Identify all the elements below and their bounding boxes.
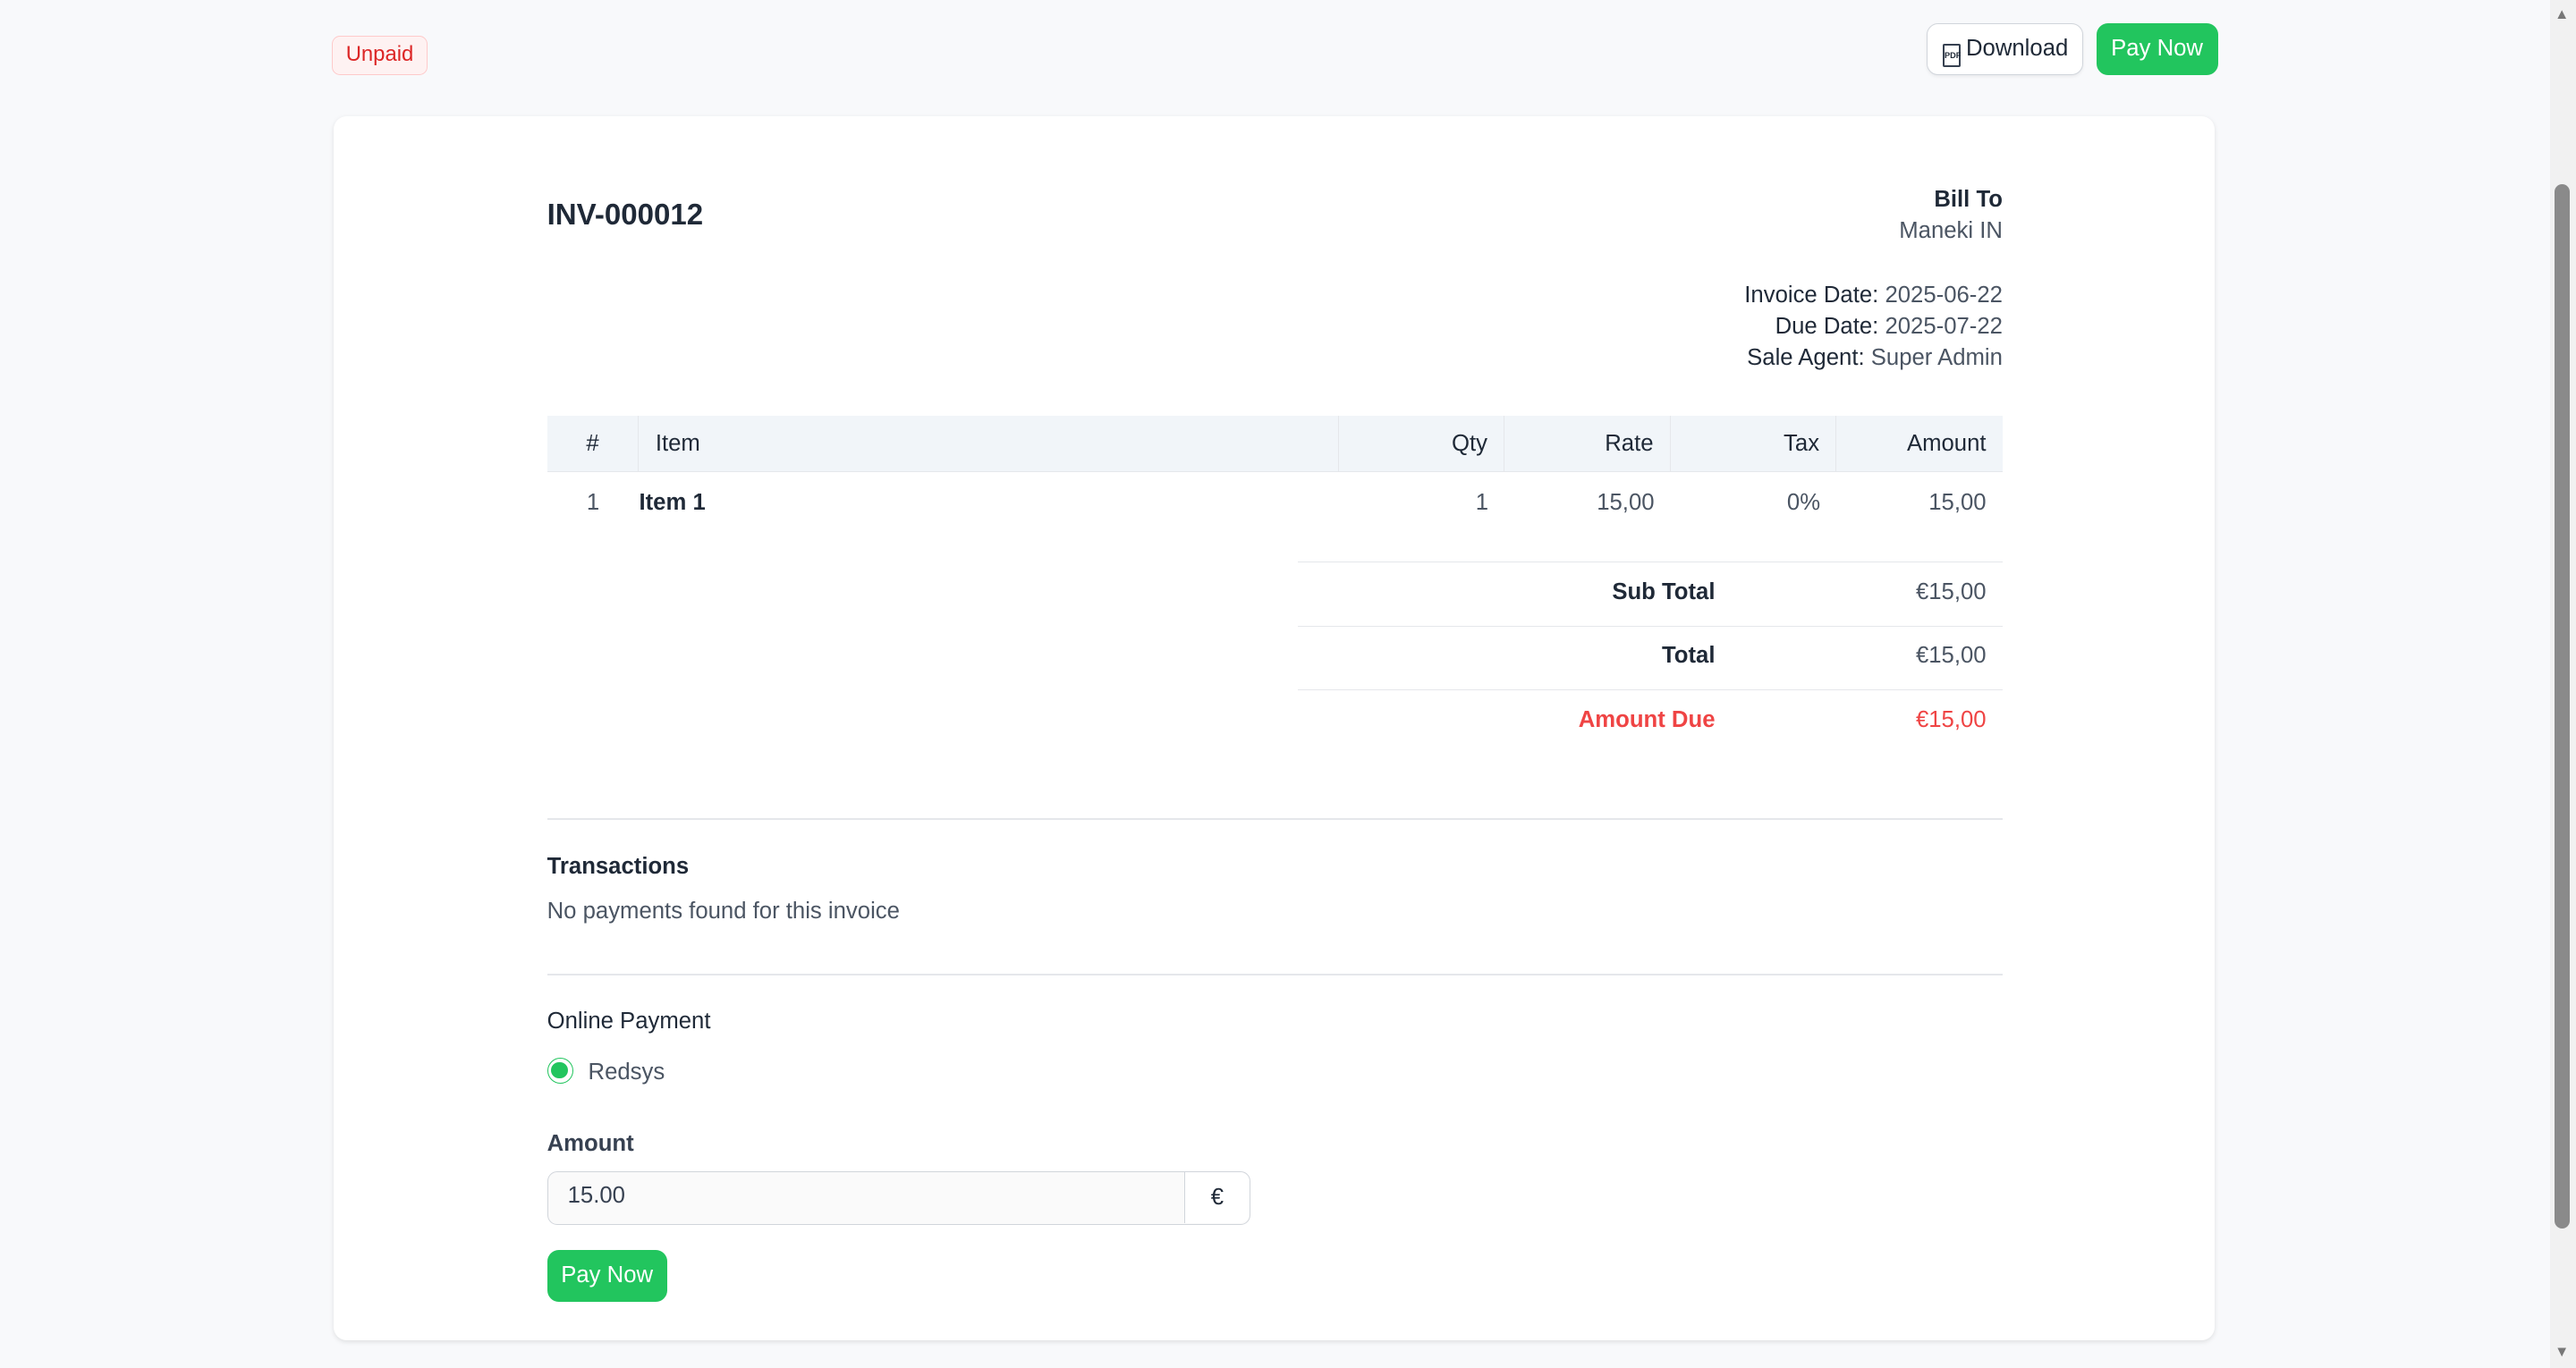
total-label: Total — [1662, 643, 1716, 669]
total-row: Total €15,00 — [1297, 625, 2003, 691]
sub-total-row: Sub Total €15,00 — [1297, 562, 2003, 627]
sub-total-value: €15,00 — [1915, 578, 1987, 604]
pay-now-button[interactable]: Pay Now — [547, 1249, 667, 1303]
col-item: Item — [639, 415, 1339, 472]
cell-item: Item 1 — [639, 489, 706, 515]
amount-due-row: Amount Due €15,00 — [1297, 689, 2003, 755]
amount-value: 15.00 — [567, 1183, 625, 1209]
amount-input[interactable]: 15.00 € — [547, 1170, 1250, 1226]
sale-agent: Sale Agent: Super Admin — [1747, 345, 2003, 371]
due-date-value: 2025-07-22 — [1885, 313, 2003, 339]
col-number: # — [547, 415, 640, 472]
due-date: Due Date: 2025-07-22 — [1775, 314, 2003, 340]
divider — [547, 817, 2003, 820]
cell-amount: 15,00 — [1928, 489, 1987, 515]
bill-to-name: Maneki IN — [1899, 218, 2003, 244]
total-value: €15,00 — [1915, 643, 1987, 669]
online-payment-title: Online Payment — [547, 1008, 711, 1034]
redsys-label[interactable]: Redsys — [588, 1059, 665, 1085]
sale-agent-value: Super Admin — [1870, 344, 2003, 370]
col-amount: Amount — [1906, 430, 1987, 456]
cell-rate: 15,00 — [1597, 489, 1655, 515]
currency-addon: € — [1184, 1171, 1250, 1223]
scrollbar-thumb[interactable] — [2555, 183, 2570, 1229]
sub-total-label: Sub Total — [1612, 578, 1716, 604]
bill-to-label: Bill To — [1934, 187, 2003, 213]
amount-label: Amount — [547, 1131, 634, 1157]
divider — [547, 974, 2003, 975]
download-button[interactable]: PDF Download — [1927, 22, 2083, 76]
scroll-down-arrow-icon[interactable]: ▼ — [2555, 1343, 2570, 1361]
amount-due-value: €15,00 — [1915, 706, 1987, 732]
download-label: Download — [1965, 35, 2069, 61]
col-rate: Rate — [1504, 415, 1671, 472]
invoice-date-value: 2025-06-22 — [1885, 282, 2003, 308]
cell-number: 1 — [586, 489, 600, 515]
col-tax: Tax — [1671, 415, 1837, 472]
cell-qty: 1 — [1475, 489, 1489, 515]
invoice-date-label: Invoice Date: — [1744, 282, 1879, 308]
col-qty: Qty — [1339, 415, 1505, 472]
pay-now-button-top[interactable]: Pay Now — [2096, 22, 2218, 76]
redsys-radio[interactable] — [547, 1057, 573, 1085]
table-header: # Item Qty Rate Tax Amount — [547, 415, 2003, 473]
cell-tax: 0% — [1786, 489, 1821, 515]
invoice-card — [333, 116, 2215, 1340]
due-date-label: Due Date: — [1775, 313, 1879, 339]
scrollbar[interactable]: ▲ ▼ — [2549, 0, 2576, 1368]
sale-agent-label: Sale Agent: — [1747, 344, 1865, 370]
invoice-number: INV-000012 — [547, 198, 704, 232]
invoice-date: Invoice Date: 2025-06-22 — [1744, 283, 2003, 308]
transactions-empty: No payments found for this invoice — [547, 898, 900, 924]
amount-due-label: Amount Due — [1578, 706, 1716, 732]
scroll-up-arrow-icon[interactable]: ▲ — [2555, 4, 2570, 22]
transactions-title: Transactions — [547, 854, 690, 880]
pdf-file-icon: PDF — [1942, 44, 1962, 68]
status-badge: Unpaid — [332, 36, 428, 76]
